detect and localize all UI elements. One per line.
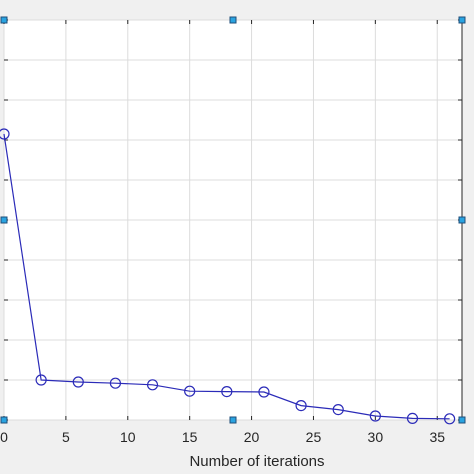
x-tick-labels: 0 5 10 15 20 25 30 35 (0, 429, 445, 445)
x-axis-label: Number of iterations (189, 453, 324, 470)
x-tick-label-5: 25 (306, 429, 322, 445)
data-point-1 (35, 374, 47, 386)
series-line-0 (3, 133, 450, 420)
resize-handle-1[interactable] (229, 16, 237, 24)
data-point-5 (184, 385, 196, 397)
resize-handle-0[interactable] (0, 16, 8, 24)
data-point-6 (221, 386, 233, 398)
x-tick-label-4: 20 (244, 429, 260, 445)
resize-handle-5[interactable] (0, 416, 8, 424)
x-tick-label-1: 5 (62, 429, 70, 445)
data-point-8 (295, 400, 307, 412)
resize-handle-7[interactable] (458, 416, 466, 424)
resize-handle-6[interactable] (229, 416, 237, 424)
data-point-0 (0, 128, 10, 140)
data-point-2 (72, 376, 84, 388)
data-point-10 (369, 410, 381, 422)
x-tick-label-7: 35 (429, 429, 445, 445)
series-layer (0, 128, 456, 425)
data-point-12 (444, 413, 456, 425)
data-point-11 (406, 412, 419, 424)
x-tick-label-6: 30 (368, 429, 384, 445)
data-point-7 (258, 386, 270, 398)
data-point-3 (109, 377, 122, 389)
x-tick-label-2: 10 (120, 429, 136, 445)
x-tick-label-3: 15 (182, 429, 198, 445)
plot-area (0, 16, 466, 425)
x-tick-label-0: 0 (0, 429, 8, 445)
resize-handle-2[interactable] (458, 16, 466, 24)
data-point-9 (332, 404, 344, 416)
resize-handle-3[interactable] (0, 216, 8, 224)
resize-handle-4[interactable] (458, 216, 466, 224)
data-point-4 (146, 379, 159, 391)
selection-handles[interactable] (0, 16, 466, 424)
